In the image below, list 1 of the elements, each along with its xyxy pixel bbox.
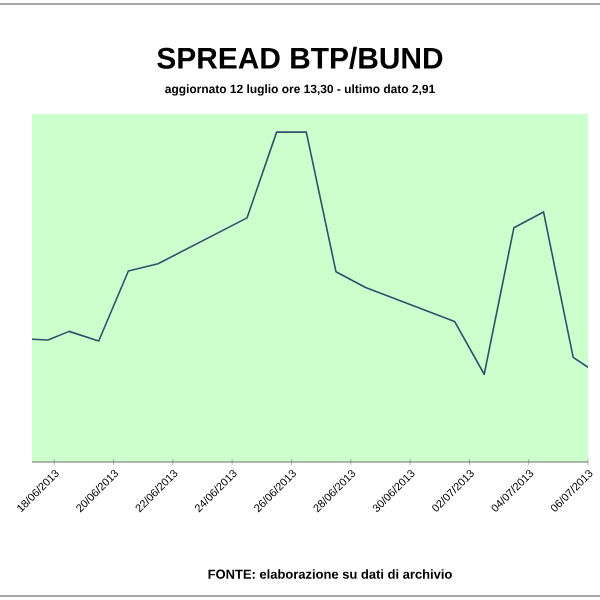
chart-title: SPREAD BTP/BUND (157, 46, 443, 70)
